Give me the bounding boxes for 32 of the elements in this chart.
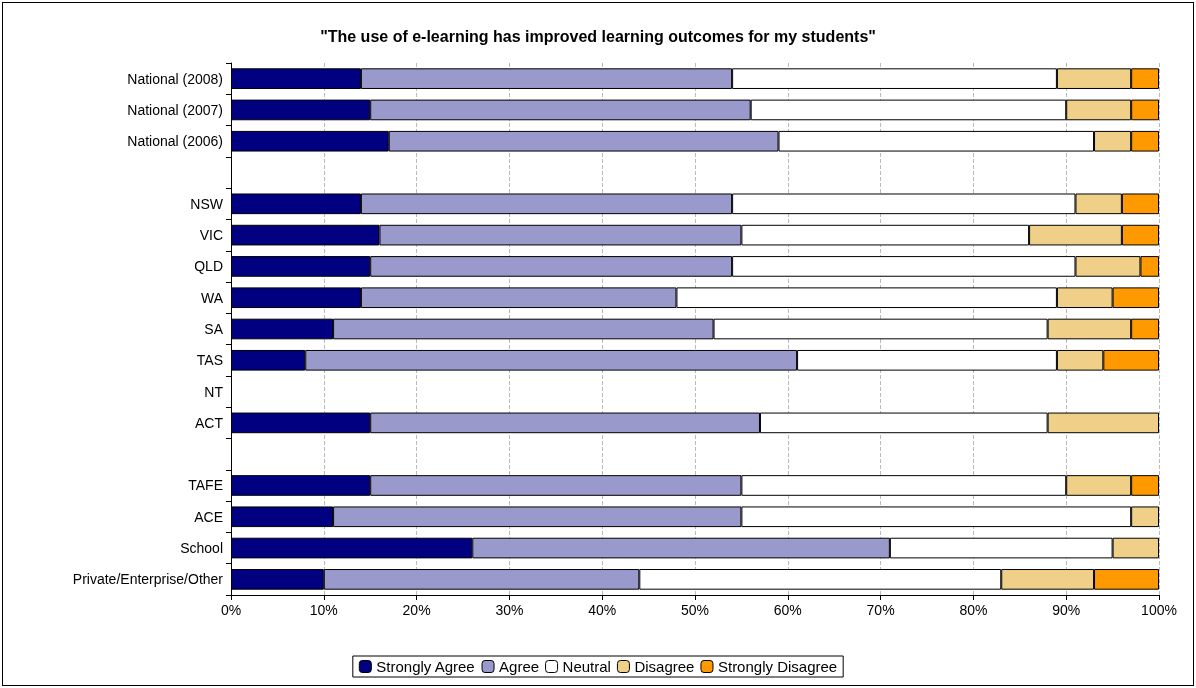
y-tick-label: VIC	[199, 227, 223, 244]
x-tick-label: 70%	[866, 602, 895, 618]
y-tick-label: School	[180, 540, 223, 557]
x-tick-label: 30%	[495, 602, 524, 618]
y-tick-label: WA	[200, 289, 224, 306]
legend-label: Disagree	[634, 658, 695, 675]
y-tick-label: Private/Enterprise/Other	[72, 571, 224, 588]
y-tick-label: ACT	[195, 414, 224, 431]
chart-title: "The use of e-learning has improved learning outcomes for my students"	[320, 27, 876, 45]
x-tick-label: 100%	[1141, 602, 1177, 618]
legend-label: Strongly Disagree	[717, 658, 838, 675]
x-tick-label: 20%	[402, 602, 431, 618]
x-tick-label: 0%	[220, 602, 242, 618]
y-tick-label: National (2008)	[127, 70, 223, 87]
x-tick-label: 40%	[588, 602, 617, 618]
x-tick-label: 80%	[959, 602, 988, 618]
y-tick-label: TAS	[196, 352, 223, 369]
y-tick-label: National (2007)	[127, 101, 223, 118]
y-tick-label: NT	[204, 383, 224, 400]
y-tick-label: NSW	[190, 195, 224, 212]
y-tick-label: ACE	[194, 508, 223, 525]
x-tick-label: 50%	[680, 602, 710, 618]
legend-label: Neutral	[562, 658, 611, 675]
y-tick-label: National (2006)	[127, 133, 223, 150]
x-tick-label: 60%	[773, 602, 802, 618]
x-tick-label: 90%	[1052, 602, 1081, 618]
x-tick-label: 10%	[309, 602, 338, 618]
y-tick-label: SA	[204, 321, 224, 337]
legend-label: Strongly Agree	[376, 658, 475, 675]
y-tick-label: QLD	[194, 258, 223, 275]
legend-label: Agree	[499, 658, 540, 675]
y-tick-label: TAFE	[188, 477, 223, 494]
